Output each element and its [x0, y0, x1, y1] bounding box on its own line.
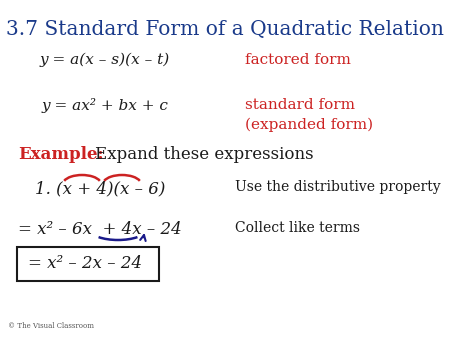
Text: y = a(x – s)(x – t): y = a(x – s)(x – t) [40, 53, 170, 67]
Text: Collect like terms: Collect like terms [235, 221, 360, 235]
Text: © The Visual Classroom: © The Visual Classroom [8, 322, 94, 330]
Text: Example:: Example: [18, 146, 104, 163]
Text: standard form
(expanded form): standard form (expanded form) [245, 98, 373, 132]
Text: = x² – 6x  + 4x – 24: = x² – 6x + 4x – 24 [18, 221, 182, 238]
Text: = x² – 2x – 24: = x² – 2x – 24 [28, 256, 142, 272]
FancyBboxPatch shape [17, 247, 159, 281]
Text: Use the distributive property: Use the distributive property [235, 180, 441, 194]
Text: factored form: factored form [245, 53, 351, 67]
Text: 1. (x + 4)(x – 6): 1. (x + 4)(x – 6) [35, 180, 166, 197]
Text: y = ax² + bx + c: y = ax² + bx + c [41, 98, 168, 113]
Text: 3.7 Standard Form of a Quadratic Relation: 3.7 Standard Form of a Quadratic Relatio… [6, 20, 444, 39]
Text: Expand these expressions: Expand these expressions [95, 146, 314, 163]
